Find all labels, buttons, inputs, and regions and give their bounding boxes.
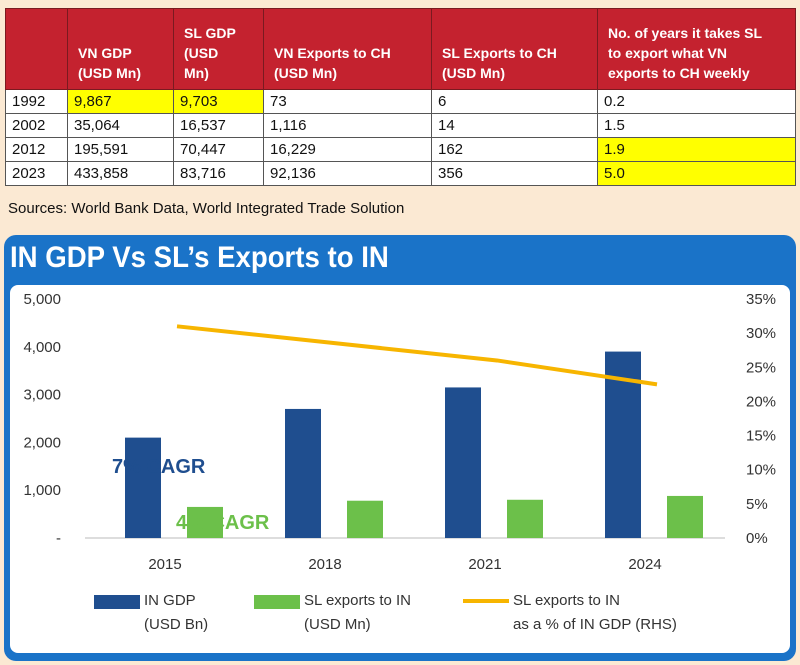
y-right-tick-label: 25% — [746, 359, 776, 376]
bar-sl-exports — [507, 499, 543, 538]
table-cell: 1.5 — [597, 113, 796, 138]
table-header-cell: VN Exports to CH (USD Mn) — [263, 8, 432, 90]
bar-sl-exports — [347, 500, 383, 538]
y-left-tick-label: - — [56, 530, 61, 547]
table-cell: 356 — [431, 161, 598, 186]
bar-in-gdp — [285, 408, 321, 538]
gdp-exports-table: VN GDP (USD Mn) SL GDP (USD Mn) VN Exports to… — [5, 8, 796, 186]
comparison-table-section: VN GDP (USD Mn) SL GDP (USD Mn) VN Exports to… — [0, 0, 800, 228]
y-right-tick-label: 5% — [746, 496, 768, 513]
bar-sl-exports — [187, 506, 223, 538]
table-cell: 195,591 — [67, 137, 174, 162]
table-cell: 1,116 — [263, 113, 432, 138]
bar-in-gdp — [125, 437, 161, 538]
chart-area: - 1,000 2,000 3,000 4,000 5,000 0% 5% 10% 15% 20% 2… — [10, 285, 790, 653]
table-cell: 0.2 — [597, 89, 796, 114]
legend-swatch — [463, 599, 509, 603]
table-cell: 92,136 — [263, 161, 432, 186]
bar-in-gdp — [445, 387, 481, 538]
y-right-tick-label: 35% — [746, 291, 776, 308]
table-row: 2002 35,064 16,537 1,116 14 1.5 — [5, 113, 796, 138]
table-cell: 70,447 — [173, 137, 264, 162]
legend-label: IN GDP (USD Bn) — [144, 592, 209, 633]
chart-title: IN GDP Vs SL’s Exports to IN — [10, 241, 389, 274]
table-header-cell: SL Exports to CH (USD Mn) — [431, 8, 598, 90]
legend-label: SL exports to IN (USD Mn) — [304, 592, 411, 633]
table-header-cell: VN GDP (USD Mn) — [67, 8, 174, 90]
table-cell: 9,703 — [173, 89, 264, 114]
y-right-tick-label: 0% — [746, 530, 768, 547]
table-cell: 9,867 — [67, 89, 174, 114]
chart-panel: IN GDP Vs SL’s Exports to IN - 1,000 2,000… — [4, 235, 796, 661]
table-row: 2012 195,591 70,447 16,229 162 1.9 — [5, 137, 796, 162]
y-right-tick-label: 10% — [746, 462, 776, 479]
cagr-annotation-exports: 4% CAGR — [176, 512, 270, 534]
table-header-cell: No. of years it takes SL to export what V… — [597, 8, 796, 90]
table-cell: 2023 — [5, 161, 68, 186]
sources-note: Sources: World Bank Data, World Integrat… — [8, 200, 405, 217]
table-cell: 2002 — [5, 113, 68, 138]
gdp-vs-exports-chart: - 1,000 2,000 3,000 4,000 5,000 0% 5% 10% 15% 20% 2… — [23, 291, 776, 573]
y-right-tick-label: 20% — [746, 393, 776, 410]
table-cell: 5.0 — [597, 161, 796, 186]
table-body: 1992 9,867 9,703 73 6 0.2 2002 35,064 16,537 1,11… — [5, 89, 796, 186]
legend-swatch — [94, 595, 140, 609]
table-row: 2023 433,858 83,716 92,136 356 5.0 — [5, 161, 796, 186]
table-header-cell — [5, 8, 68, 90]
table-cell: 2012 — [5, 137, 68, 162]
table-cell: 1.9 — [597, 137, 796, 162]
table-cell: 1992 — [5, 89, 68, 114]
x-tick-label: 2024 — [628, 556, 661, 573]
table-cell: 16,537 — [173, 113, 264, 138]
cagr-annotation-gdp: 7% CAGR — [112, 456, 206, 478]
table-cell: 6 — [431, 89, 598, 114]
table-cell: 14 — [431, 113, 598, 138]
x-tick-label: 2018 — [308, 556, 341, 573]
table-cell: 433,858 — [67, 161, 174, 186]
table-cell: 162 — [431, 137, 598, 162]
y-right-tick-label: 30% — [746, 325, 776, 342]
line-exports-pct-gdp — [176, 324, 658, 387]
y-left-tick-label: 3,000 — [23, 387, 61, 404]
table-cell: 16,229 — [263, 137, 432, 162]
table-header-cell: SL GDP (USD Mn) — [173, 8, 264, 90]
x-tick-label: 2015 — [148, 556, 181, 573]
table-row: 1992 9,867 9,703 73 6 0.2 — [5, 89, 796, 114]
table-cell: 73 — [263, 89, 432, 114]
table-cell: 35,064 — [67, 113, 174, 138]
y-left-tick-label: 4,000 — [23, 339, 61, 356]
y-right-tick-label: 15% — [746, 428, 776, 445]
y-left-tick-label: 5,000 — [23, 291, 61, 308]
bar-sl-exports — [667, 495, 703, 538]
x-tick-label: 2021 — [468, 556, 501, 573]
table-cell: 83,716 — [173, 161, 264, 186]
legend-label: SL exports to IN as a % of IN GDP (RHS) — [513, 592, 677, 633]
legend-swatch — [254, 595, 300, 609]
y-left-tick-label: 1,000 — [23, 482, 61, 499]
y-left-tick-label: 2,000 — [23, 434, 61, 451]
table-header-row: VN GDP (USD Mn) SL GDP (USD Mn) VN Exports to… — [5, 8, 796, 90]
